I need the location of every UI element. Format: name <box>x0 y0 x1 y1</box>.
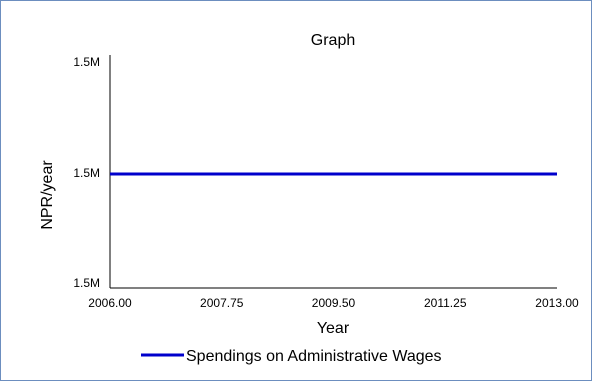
axes <box>109 55 557 289</box>
legend: Spendings on Administrative Wages <box>141 348 442 365</box>
x-tick-label: 2009.50 <box>312 296 356 310</box>
x-axis-label: Year <box>317 320 350 337</box>
x-tick-label: 2007.75 <box>200 296 244 310</box>
y-tick-label: 1.5M <box>73 166 100 180</box>
chart-title: Graph <box>311 32 355 49</box>
y-tick-label: 1.5M <box>73 276 100 290</box>
x-tick-label: 2011.25 <box>424 296 467 310</box>
x-tick-label: 2013.00 <box>535 296 579 310</box>
y-axis-label: NPR/year <box>39 160 56 230</box>
legend-label: Spendings on Administrative Wages <box>186 348 442 365</box>
x-ticks: 2006.00 2007.75 2009.50 2011.25 2013.00 <box>88 296 579 310</box>
x-tick-label: 2006.00 <box>88 296 132 310</box>
y-ticks: 1.5M 1.5M 1.5M <box>73 55 100 290</box>
y-tick-label: 1.5M <box>73 55 100 69</box>
